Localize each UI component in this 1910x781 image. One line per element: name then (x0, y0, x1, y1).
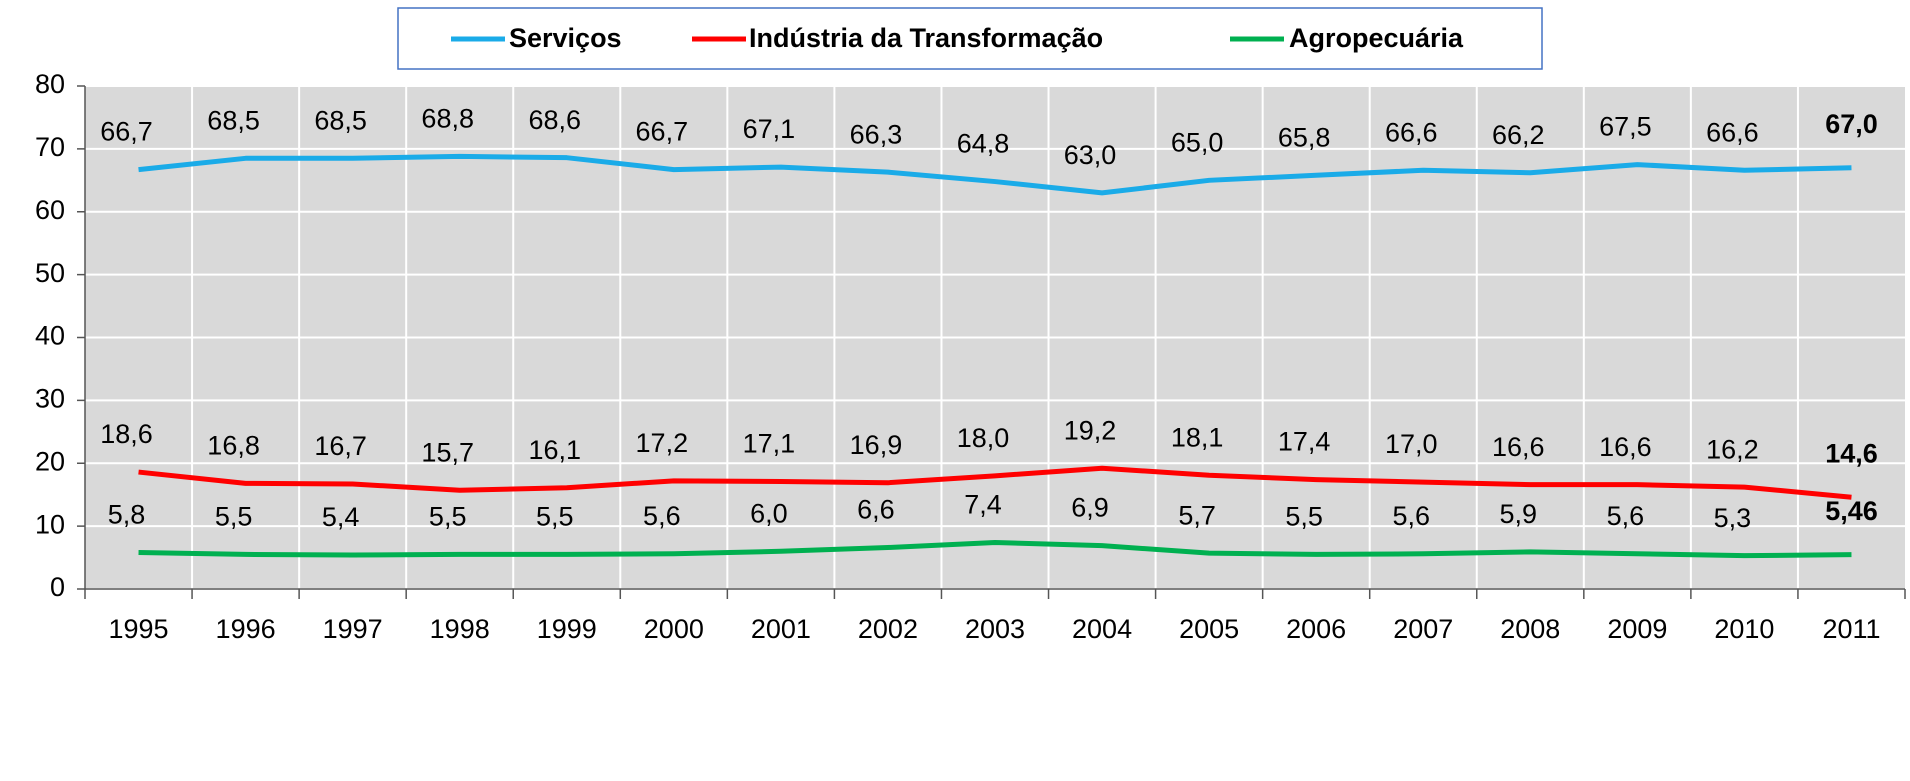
data-label: 5,6 (643, 501, 681, 531)
data-label: 67,1 (743, 114, 796, 144)
data-label: 5,9 (1500, 499, 1538, 529)
x-tick-label: 2003 (965, 614, 1025, 644)
data-label: 66,6 (1706, 117, 1759, 147)
data-label: 66,2 (1492, 120, 1545, 150)
x-tick-label: 1996 (216, 614, 276, 644)
x-tick-label: 2001 (751, 614, 811, 644)
data-label: 65,8 (1278, 122, 1331, 152)
data-label: 17,0 (1385, 429, 1438, 459)
data-label: 68,6 (528, 105, 581, 135)
y-tick-label: 50 (35, 258, 65, 288)
x-tick-label: 1999 (537, 614, 597, 644)
x-tick-label: 2006 (1286, 614, 1346, 644)
data-label: 14,6 (1825, 438, 1878, 468)
x-tick-label: 2009 (1607, 614, 1667, 644)
series-line (138, 539, 1852, 559)
data-label: 5,3 (1714, 503, 1752, 533)
y-tick-label: 30 (35, 384, 65, 414)
data-label: 5,7 (1178, 500, 1216, 530)
legend-label: Indústria da Transformação (749, 23, 1103, 53)
data-label: 16,6 (1492, 432, 1545, 462)
data-label: 5,46 (1825, 496, 1878, 526)
data-label: 5,5 (536, 502, 574, 532)
x-tick-label: 2002 (858, 614, 918, 644)
x-tick-label: 2007 (1393, 614, 1453, 644)
data-label: 65,0 (1171, 127, 1224, 157)
legend-label: Agropecuária (1289, 23, 1464, 53)
data-label: 19,2 (1064, 415, 1117, 445)
data-label: 15,7 (421, 437, 474, 467)
data-label: 5,8 (108, 500, 146, 530)
data-label: 66,6 (1385, 117, 1438, 147)
x-tick-label: 2005 (1179, 614, 1239, 644)
x-tick-label: 1998 (430, 614, 490, 644)
data-label: 66,7 (100, 117, 153, 147)
y-tick-label: 80 (35, 69, 65, 99)
data-label: 66,7 (636, 117, 689, 147)
data-label: 5,6 (1392, 501, 1430, 531)
legend-label: Serviços (509, 23, 622, 53)
data-label: 68,5 (314, 105, 367, 135)
data-label: 63,0 (1064, 140, 1117, 170)
data-label: 17,2 (636, 428, 689, 458)
data-label: 68,8 (421, 104, 474, 134)
data-label: 66,3 (850, 119, 903, 149)
data-label: 5,6 (1607, 501, 1645, 531)
y-tick-label: 0 (50, 572, 65, 602)
y-tick-label: 10 (35, 509, 65, 539)
data-label: 16,1 (528, 435, 581, 465)
data-label: 16,2 (1706, 434, 1759, 464)
y-tick-label: 70 (35, 132, 65, 162)
x-tick-label: 2008 (1500, 614, 1560, 644)
data-label: 5,4 (322, 502, 360, 532)
series-line (138, 465, 1852, 500)
data-label: 17,1 (743, 429, 796, 459)
data-label: 16,7 (314, 431, 367, 461)
data-label: 68,5 (207, 105, 260, 135)
x-tick-label: 1995 (108, 614, 168, 644)
data-label: 5,5 (429, 502, 467, 532)
y-tick-label: 60 (35, 195, 65, 225)
series-line (138, 153, 1852, 196)
y-tick-label: 20 (35, 446, 65, 476)
data-label: 6,6 (857, 495, 895, 525)
x-tick-label: 2004 (1072, 614, 1132, 644)
data-label: 18,0 (957, 423, 1010, 453)
x-tick-label: 2010 (1714, 614, 1774, 644)
data-label: 18,1 (1171, 422, 1224, 452)
data-label: 16,9 (850, 430, 903, 460)
data-label: 16,6 (1599, 432, 1652, 462)
data-label: 5,5 (1285, 502, 1323, 532)
data-label: 17,4 (1278, 427, 1331, 457)
data-label: 67,5 (1599, 112, 1652, 142)
data-label: 7,4 (964, 490, 1002, 520)
data-label: 64,8 (957, 129, 1010, 159)
x-tick-label: 2011 (1822, 614, 1880, 644)
data-label: 16,8 (207, 430, 260, 460)
x-tick-label: 2000 (644, 614, 704, 644)
data-label: 18,6 (100, 419, 153, 449)
data-label: 6,0 (750, 498, 788, 528)
data-label: 5,5 (215, 502, 253, 532)
data-label: 67,0 (1825, 109, 1878, 139)
legend-box (397, 7, 1543, 70)
data-label: 6,9 (1071, 493, 1109, 523)
y-tick-label: 40 (35, 321, 65, 351)
x-tick-label: 1997 (323, 614, 383, 644)
